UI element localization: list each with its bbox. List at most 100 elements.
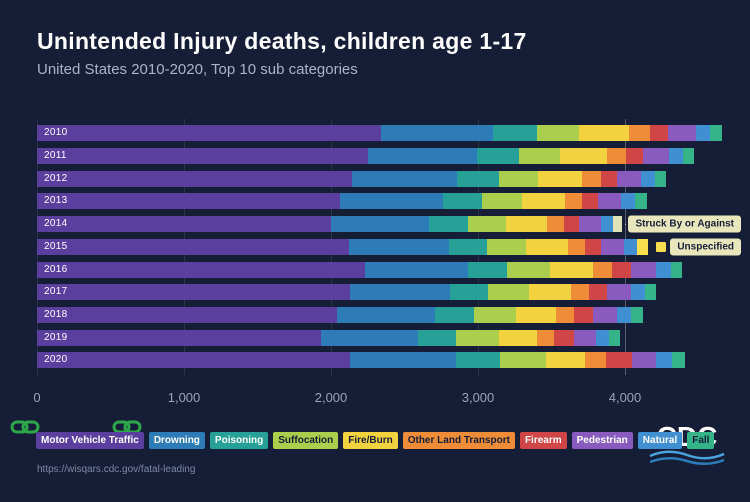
bar-segment-poisoning	[467, 261, 508, 278]
year-label: 2011	[44, 150, 67, 162]
bar-segment-drowning	[350, 352, 456, 369]
bar-segment-drowning	[350, 284, 451, 301]
bar-segment-motor-vehicle-traffic	[37, 238, 349, 255]
bar-row-2012: 2012	[37, 170, 667, 187]
bar-segment-suffocation	[455, 329, 499, 346]
bar-segment-poisoning	[442, 193, 483, 210]
bar-segment-fall	[644, 284, 656, 301]
bar-segment-unspecified	[637, 238, 649, 255]
bar-segment-suffocation	[473, 306, 517, 323]
bar-segment-fall	[635, 193, 647, 210]
bar-segment-drowning	[367, 148, 477, 165]
bar-segment-pedestrian	[616, 170, 642, 187]
bar-segment-drowning	[336, 306, 436, 323]
source-url: https://wisqars.cdc.gov/fatal-leading	[37, 464, 196, 475]
bar-segment-other-land-transport	[536, 329, 555, 346]
bar-segment-motor-vehicle-traffic	[37, 329, 321, 346]
bar-segment-pedestrian	[578, 216, 601, 233]
link-icon	[10, 418, 40, 441]
bar-segment-motor-vehicle-traffic	[37, 352, 351, 369]
bar-segment-motor-vehicle-traffic	[37, 170, 352, 187]
bar-segment-firearm	[600, 170, 617, 187]
bar-segment-motor-vehicle-traffic	[37, 148, 368, 165]
bar-segment-pedestrian	[632, 352, 656, 369]
bar-segment-suffocation	[486, 238, 527, 255]
bar-segment-firearm	[585, 238, 602, 255]
legend-item-firearm: Firearm	[519, 432, 567, 449]
bar-segment-fire-burn	[538, 170, 583, 187]
legend-item-natural: Natural	[637, 432, 683, 449]
legend-item-pedestrian: Pedestrian	[571, 432, 633, 449]
bar-segment-firearm	[605, 352, 633, 369]
bar-segment-other-land-transport	[564, 193, 583, 210]
year-label: 2014	[44, 218, 68, 230]
bar-segment-fire-burn	[516, 306, 556, 323]
bar-segment-fire-burn	[529, 284, 571, 301]
bar-segment-natural	[616, 306, 631, 323]
bar-segment-fire-burn	[545, 352, 586, 369]
year-label: 2019	[44, 331, 68, 343]
bar-segment-fire-burn	[505, 216, 548, 233]
bar-row-2016: 2016	[37, 261, 683, 278]
bar-segment-other-land-transport	[582, 170, 601, 187]
legend-item-poisoning: Poisoning	[209, 432, 269, 449]
annotation-unspecified: Unspecified	[670, 238, 741, 256]
bar-segment-other-land-transport	[567, 238, 586, 255]
bar-row-2013: 2013	[37, 193, 647, 210]
bar-segment-fire-burn	[498, 329, 537, 346]
bar-segment-suffocation	[498, 170, 539, 187]
bar-segment-poisoning	[448, 238, 487, 255]
bar-segment-fire-burn	[550, 261, 593, 278]
bar-segment-firearm	[611, 261, 631, 278]
bar-segment-natural	[641, 170, 656, 187]
bar-segment-motor-vehicle-traffic	[37, 261, 365, 278]
bar-segment-suffocation	[467, 216, 506, 233]
bar-segment-motor-vehicle-traffic	[37, 125, 381, 142]
x-tick-label: 0	[33, 390, 41, 405]
page-title: Unintended Injury deaths, children age 1…	[37, 28, 527, 54]
bar-row-2017: 2017	[37, 284, 656, 301]
bar-segment-poisoning	[450, 284, 489, 301]
bar-segment-natural	[600, 216, 614, 233]
bar-segment-natural	[695, 125, 711, 142]
bar-segment-natural	[595, 329, 609, 346]
bar-segment-motor-vehicle-traffic	[37, 216, 331, 233]
bar-segment-drowning	[320, 329, 418, 346]
bar-segment-poisoning	[476, 148, 520, 165]
bar-segment-fall	[710, 125, 722, 142]
bar-segment-pedestrian	[573, 329, 596, 346]
bar-segment-pedestrian	[597, 193, 622, 210]
x-tick-label: 4,000	[608, 390, 642, 405]
bar-segment-pedestrian	[593, 306, 617, 323]
bar-segment-firearm	[649, 125, 668, 142]
year-label: 2016	[44, 263, 68, 275]
bar-segment-other-land-transport	[585, 352, 606, 369]
year-label: 2015	[44, 240, 68, 252]
bar-segment-struck-by-or-against	[613, 216, 622, 233]
annotation-leader-line	[625, 224, 626, 226]
bar-segment-fire-burn	[560, 148, 608, 165]
bar-segment-drowning	[339, 193, 443, 210]
bar-segment-fall	[608, 329, 620, 346]
bar-segment-poisoning	[435, 306, 474, 323]
bar-row-2010: 2010	[37, 125, 722, 142]
bar-row-2011: 2011	[37, 148, 695, 165]
bar-segment-pedestrian	[630, 261, 656, 278]
bar-segment-natural	[630, 284, 645, 301]
bar-segment-natural	[621, 193, 636, 210]
bar-segment-drowning	[351, 170, 458, 187]
bar-segment-motor-vehicle-traffic	[37, 306, 337, 323]
legend-item-motor-vehicle-traffic: Motor Vehicle Traffic	[36, 432, 144, 449]
bar-segment-pedestrian	[601, 238, 625, 255]
bar-segment-other-land-transport	[570, 284, 589, 301]
x-tick-label: 2,000	[314, 390, 348, 405]
bar-segment-fire-burn	[579, 125, 630, 142]
annotation-swatch	[655, 241, 666, 252]
bar-segment-firearm	[563, 216, 579, 233]
bar-row-2020: 2020	[37, 352, 686, 369]
bar-segment-motor-vehicle-traffic	[37, 284, 351, 301]
legend-item-drowning: Drowning	[148, 432, 205, 449]
bar-segment-natural	[624, 238, 638, 255]
bar-segment-drowning	[380, 125, 493, 142]
annotation-struck-by-or-against: Struck By or Against	[628, 215, 741, 233]
